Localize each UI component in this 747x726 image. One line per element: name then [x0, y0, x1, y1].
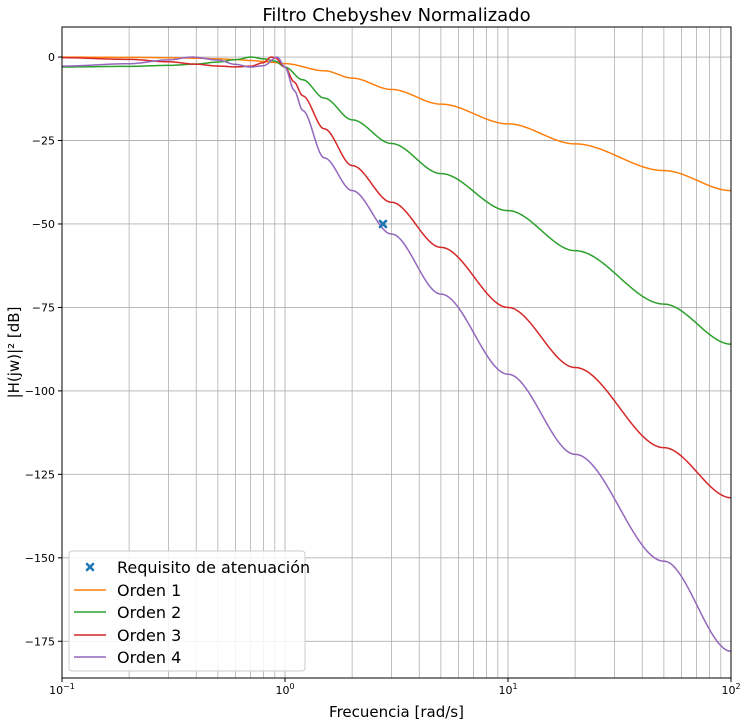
y-tick-label: −75 [32, 301, 55, 314]
legend-label: Orden 1 [117, 581, 181, 600]
y-axis-label: |H(jw)|² [dB] [5, 307, 23, 399]
series-line [62, 56, 732, 192]
series-line [61, 56, 732, 653]
x-tick-label: 102 [721, 682, 740, 697]
y-tick-label: −100 [25, 385, 55, 398]
legend-label: Orden 3 [117, 626, 181, 645]
y-tick-label: −125 [25, 468, 55, 481]
legend: Requisito de atenuación Orden 1 Orden 2 … [68, 550, 310, 672]
legend-entry: Orden 1 [74, 581, 181, 600]
y-tick-label: −25 [32, 135, 55, 148]
legend-label: Requisito de atenuación [117, 558, 310, 577]
marker-stroke [85, 562, 95, 572]
chart-title: Filtro Chebyshev Normalizado [262, 5, 530, 26]
grid [62, 27, 731, 678]
legend-marker-x [85, 562, 95, 572]
legend-box [68, 550, 306, 672]
requirement-marker [378, 219, 388, 229]
legend-marker-symbol [85, 562, 95, 572]
legend-entry: Requisito de atenuación [85, 558, 310, 577]
marker-stroke [378, 219, 388, 229]
x-tick-label: 100 [275, 682, 294, 697]
x-axis-label: Frecuencia [rad/s] [329, 703, 464, 721]
plot-frame [61, 26, 732, 679]
y-tick-label: −150 [25, 552, 55, 565]
plot-area [61, 56, 732, 653]
x-tick-label: 10−1 [49, 682, 75, 697]
series-line [62, 56, 732, 499]
legend-label: Orden 4 [117, 648, 181, 667]
legend-label: Orden 2 [117, 603, 181, 622]
legend-entry: Orden 2 [74, 603, 181, 622]
y-tick-label: −175 [25, 635, 55, 648]
x-tick-label: 101 [498, 682, 517, 697]
legend-entry: Orden 3 [74, 626, 181, 645]
series-line [62, 56, 732, 345]
axis-ticks: 0 −25 −50 −75 −100 −125 −150 −175 10−1 100 101 102 [25, 51, 741, 697]
legend-entry: Orden 4 [74, 648, 181, 667]
y-tick-label: −50 [32, 218, 55, 231]
y-tick-label: 0 [48, 51, 55, 64]
